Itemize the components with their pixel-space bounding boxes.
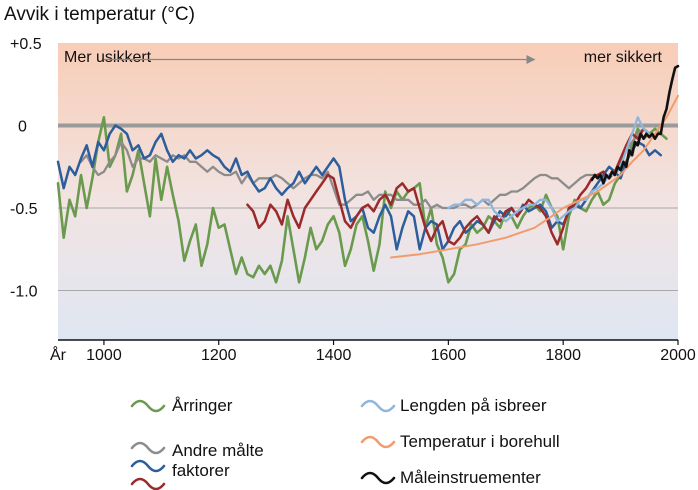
y-axis-ticks: +0.5 0 -0.5 -1.0 (10, 36, 42, 301)
series-line-3 (246, 127, 651, 246)
x-axis-prefix: År (50, 345, 67, 364)
legend-label-andre-line2: faktorer (172, 461, 230, 480)
x-tick-label: 1600 (431, 347, 467, 364)
series-line-6 (590, 64, 680, 185)
legend-label-aarringer: Årringer (172, 396, 233, 415)
legend-swatch-andre-blue (130, 459, 166, 473)
legend-swatch-andre-red (130, 477, 166, 490)
y-tick-label: +0.5 (10, 36, 42, 53)
legend-label-isbreer: Lengden på isbreer (400, 396, 547, 415)
legend-swatch-andre-gray (130, 441, 166, 455)
x-tick-label: 1000 (86, 347, 122, 364)
series-line-5 (390, 94, 679, 259)
annotation-more-certain: mer sikkert (584, 49, 663, 66)
y-tick-label: -0.5 (10, 201, 38, 218)
x-tick-label: 1200 (201, 347, 237, 364)
x-tick-label: 2000 (660, 347, 696, 364)
gridlines (58, 123, 678, 341)
x-tick-label: 1800 (545, 347, 581, 364)
x-axis-ticks: 1000 1200 1400 1600 1800 2000 (86, 340, 696, 364)
legend-label-borehull: Temperatur i borehull (400, 432, 560, 451)
y-tick-label: 0 (18, 119, 27, 136)
series-line-0 (56, 116, 668, 284)
legend-swatch-maaleinstrumenter (360, 471, 396, 485)
annotation-less-certain: Mer usikkert (64, 49, 152, 66)
legend-swatch-isbreer (360, 399, 396, 413)
legend-label-andre-line1: Andre målte (172, 441, 264, 460)
data-series (56, 64, 680, 284)
legend-swatch-borehull (360, 435, 396, 449)
y-tick-label: -1.0 (10, 284, 38, 301)
legend-swatch-aarringer (130, 399, 166, 413)
x-tick-label: 1400 (316, 347, 352, 364)
chart-title: Avvik i temperatur (°C) (4, 4, 195, 25)
legend-label-maaleinstrumenter: Måleinstruementer (400, 468, 541, 487)
